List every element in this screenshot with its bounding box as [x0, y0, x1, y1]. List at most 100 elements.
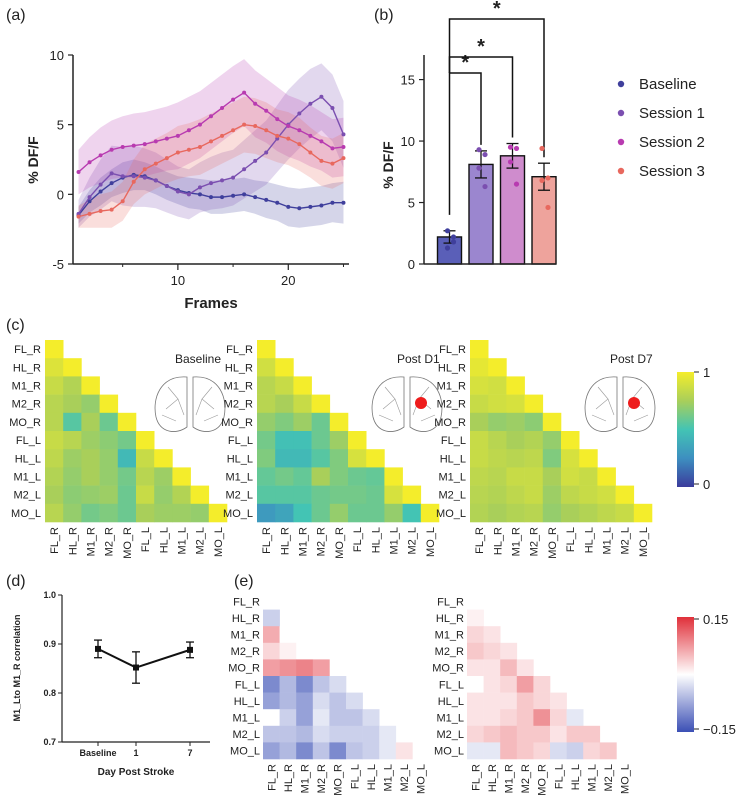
chart-c-cell [45, 376, 64, 395]
chart-d-plot [94, 639, 194, 684]
chart-a-point [231, 193, 236, 198]
chart-c-cell [597, 503, 616, 523]
chart-c-cell [257, 503, 276, 523]
chart-a-point [164, 156, 169, 161]
chart-b-legend: Baseline Session 1 Session 2 Session 3 [617, 76, 705, 180]
chart-e-col-label: M1_L [587, 764, 599, 792]
chart-a-point [297, 111, 302, 116]
chart-c-cell [506, 485, 525, 505]
chart-a-point [131, 174, 136, 179]
chart-a-point [319, 158, 324, 163]
chart-b-point [444, 228, 451, 234]
chart-e-cell [583, 742, 601, 760]
chart-a-point [142, 175, 147, 180]
chart-a-point [109, 181, 114, 186]
chart-c-cell [506, 394, 525, 414]
chart-c-col-label: M1_R [298, 527, 310, 556]
chart-e-col-label: M2_L [399, 764, 411, 792]
chart-a-point [87, 160, 92, 165]
chart-e-row-label: M1_R [231, 630, 260, 642]
chart-c-row-label: HL_R [225, 362, 253, 374]
chart-e-col-label: M2_L [603, 764, 615, 792]
chart-d-xlabel: Day Post Stroke [98, 767, 175, 778]
chart-c-cell [136, 467, 155, 486]
chart-c-cell [524, 449, 544, 468]
chart-b-ytick-label: 15 [401, 73, 415, 88]
chart-c-row-label: FL_L [441, 435, 466, 447]
chart-e-cell [550, 709, 567, 727]
chart-a-point [197, 192, 202, 197]
chart-c-cell [470, 449, 489, 468]
chart-c-cell [117, 503, 137, 523]
chart-a-point [253, 195, 258, 200]
chart-e-cell [516, 725, 534, 743]
chart-a-point [330, 146, 335, 151]
chart-e-col-label: FL_R [470, 764, 482, 791]
chart-a-point [87, 211, 92, 216]
chart-c-cell [257, 394, 276, 414]
chart-c-cell [117, 431, 137, 450]
chart-e-cell [362, 725, 380, 743]
chart-e-cell [533, 742, 551, 760]
chart-c-cell [579, 467, 598, 486]
chart-e-cell [483, 692, 501, 710]
chart-a-point [220, 105, 225, 110]
chart-e: FL_R FL_R HL_R HL_R M1_R M1_R M2_R M2_R MO_R MO_R… [228, 596, 631, 795]
chart-e-col-label: M1_R [300, 764, 312, 793]
chart-c-cell [257, 431, 276, 450]
chart-c-cell [348, 485, 367, 505]
chart-e-cell [263, 626, 280, 644]
chart-c-cell [257, 467, 276, 486]
chart-e-cell [533, 709, 551, 727]
chart-c-cell [63, 467, 82, 486]
chart-e-cell [312, 692, 330, 710]
chart-a-point [220, 178, 225, 183]
chart-c-2-stroke-marker [628, 397, 640, 409]
chart-c-cell [99, 412, 119, 432]
chart-c-col-label: MO_L [425, 527, 437, 557]
chart-c-title: Baseline [175, 352, 221, 366]
chart-c-row-label: MO_R [434, 417, 466, 429]
chart-a-point [319, 94, 324, 99]
chart-c-cell [190, 485, 210, 505]
chart-e-cell [296, 642, 314, 660]
chart-e-cell [533, 676, 551, 693]
chart-b-bar [531, 176, 557, 265]
chart-a-point [76, 170, 81, 175]
chart-c-col-label: M1_R [86, 527, 98, 556]
chart-c-cell [329, 503, 349, 523]
chart-e-cell [263, 725, 280, 743]
chart-e-cell [362, 709, 380, 727]
chart-c-col-label: HL_L [158, 527, 170, 553]
chart-c-cell [579, 449, 598, 468]
chart-e-col-label: HL_L [366, 764, 378, 790]
chart-c-cell [275, 503, 294, 523]
chart-b-ytick-label: 10 [401, 134, 415, 149]
chart-c-col-label: FL_R [49, 527, 61, 554]
chart-e-cell [483, 742, 501, 760]
chart-c-cell [172, 503, 191, 523]
chart-c-cell [154, 467, 173, 486]
chart-c-cell [81, 503, 100, 523]
panel-label-e: (e) [234, 573, 254, 590]
chart-a-point [109, 147, 114, 152]
chart-a-point [120, 199, 125, 204]
chart-a-xtick-label: 20 [281, 273, 295, 288]
chart-e-row-label: HL_L [234, 696, 260, 708]
chart-b-significance: * * * [448, 0, 545, 215]
chart-c-cell [488, 394, 507, 414]
chart-c-col-label: HL_R [492, 527, 504, 555]
chart-c-cell [293, 376, 312, 395]
chart-a-point [330, 105, 335, 110]
chart-e-cell [467, 609, 484, 627]
chart-c-cell [81, 376, 100, 395]
chart-a-point [341, 156, 346, 161]
chart-a-point [209, 139, 213, 144]
chart-e-cell [329, 742, 347, 760]
chart-e-cell [346, 709, 363, 727]
chart-e-col-label: M2_R [520, 764, 532, 793]
chart-e-cell [279, 725, 297, 743]
chart-c-col-label: FL_L [352, 527, 364, 552]
chart-b-legend-label: Session 3 [639, 163, 705, 180]
chart-c-cell [506, 431, 525, 450]
